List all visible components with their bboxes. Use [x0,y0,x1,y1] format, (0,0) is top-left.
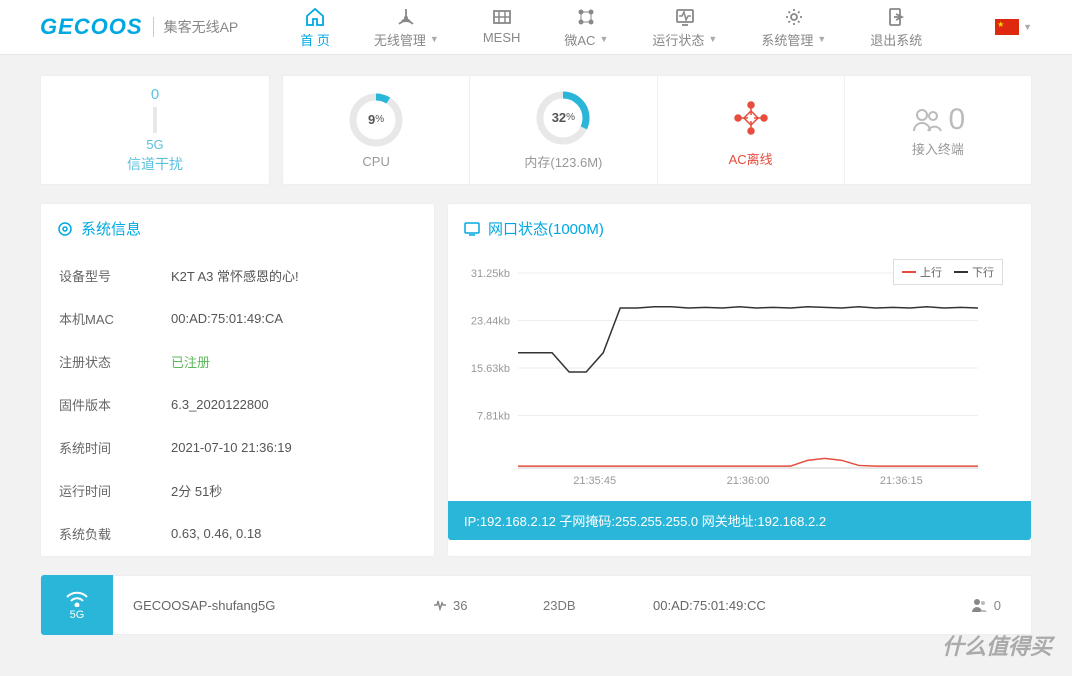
person-icon [970,598,988,612]
cpu-stat: 9% CPU [283,76,469,184]
nav-items: 首 页无线管理▼MESH微AC▼运行状态▼系统管理▼退出系统 [278,6,944,49]
stats-card: 9% CPU 32% 内存(123.6M) AC离线 [282,75,1032,185]
interference-band: 5G [146,137,163,152]
monitor-icon [464,221,480,237]
interference-card: 0 5G 信道干扰 [40,75,270,185]
sysinfo-table: 设备型号K2T A3 常怀感恩的心!本机MAC00:AD:75:01:49:CA… [41,253,434,556]
mem-label: 内存(123.6M) [524,152,602,171]
chevron-down-icon: ▼ [1023,22,1032,32]
clients-icon [911,107,943,133]
chart-area: 上行 下行 31.25kb 23.44kb 15.63kb 7.81kb 21:35:4… [448,253,1031,501]
ssid-channel: 36 [433,598,543,613]
nav-3[interactable]: 微AC▼ [542,6,630,49]
svg-text:21:35:45: 21:35:45 [573,475,616,487]
traffic-chart: 31.25kb 23.44kb 15.63kb 7.81kb 21:35:45 21:36… [458,258,988,498]
svg-text:21:36:15: 21:36:15 [880,475,923,487]
ip-bar: IP:192.168.2.12 子网掩码:255.255.255.0 网关地址:… [448,501,1031,540]
ac-offline-icon [726,93,776,143]
ssid-name: GECOOSAP-shufang5G [133,598,433,613]
ac-stat: AC离线 [657,76,844,184]
ssid-band-badge: 5G [41,575,113,635]
svg-text:21:36:00: 21:36:00 [727,475,770,487]
ssid-row[interactable]: 5G GECOOSAP-shufang5G 36 23DB 00:AD:75:0… [40,575,1032,635]
svg-text:23.44kb: 23.44kb [471,316,510,328]
svg-text:31.25kb: 31.25kb [471,268,510,280]
ssid-clients: 0 [970,598,1001,613]
cpu-label: CPU [362,154,389,169]
nav-0[interactable]: 首 页 [278,6,352,49]
nav-5[interactable]: 系统管理▼ [739,6,848,49]
flag-icon [995,19,1019,35]
clients-stat: 0 接入终端 [844,76,1031,184]
mem-donut: 32% [535,90,591,146]
info-row: 系统时间2021-07-10 21:36:19 [43,427,432,468]
interference-label: 信道干扰 [127,154,183,174]
svg-text:7.81kb: 7.81kb [477,411,510,423]
watermark: 什么值得买 [942,629,1052,661]
info-row: 注册状态已注册 [43,341,432,382]
info-row: 设备型号K2T A3 常怀感恩的心! [43,255,432,296]
info-row: 运行时间2分 51秒 [43,470,432,511]
netport-panel: 网口状态(1000M) 上行 下行 31.25kb 23.44kb 15.63kb 7… [447,203,1032,557]
ac-label: AC离线 [729,149,773,168]
info-row: 系统负载0.63, 0.46, 0.18 [43,513,432,554]
ssid-mac: 00:AD:75:01:49:CC [653,598,853,613]
info-row: 本机MAC00:AD:75:01:49:CA [43,298,432,339]
netport-header: 网口状态(1000M) [448,204,1031,253]
nav-1[interactable]: 无线管理▼ [352,6,461,49]
info-row: 固件版本6.3_2020122800 [43,384,432,425]
mem-stat: 32% 内存(123.6M) [469,76,656,184]
brand-logo: GECOOS [40,14,143,40]
sysinfo-panel: 系统信息 设备型号K2T A3 常怀感恩的心!本机MAC00:AD:75:01:… [40,203,435,557]
gear-icon [57,221,73,237]
top-nav: GECOOS 集客无线AP 首 页无线管理▼MESH微AC▼运行状态▼系统管理▼… [0,0,1072,55]
clients-count: 0 [911,103,966,137]
wifi-icon [65,589,89,607]
nav-6[interactable]: 退出系统 [848,6,944,49]
nav-4[interactable]: 运行状态▼ [630,6,739,49]
chart-legend: 上行 下行 [893,259,1003,285]
interference-value: 0 [151,86,159,103]
cpu-donut: 9% [348,92,404,148]
sysinfo-header: 系统信息 [41,204,434,253]
ssid-signal: 23DB [543,598,653,613]
nav-2[interactable]: MESH [461,6,543,49]
interference-bar [153,107,157,133]
pulse-icon [433,599,447,611]
svg-text:15.63kb: 15.63kb [471,363,510,375]
brand-subtitle: 集客无线AP [153,17,239,37]
clients-label: 接入终端 [912,139,964,158]
language-flag[interactable]: ▼ [995,19,1032,35]
